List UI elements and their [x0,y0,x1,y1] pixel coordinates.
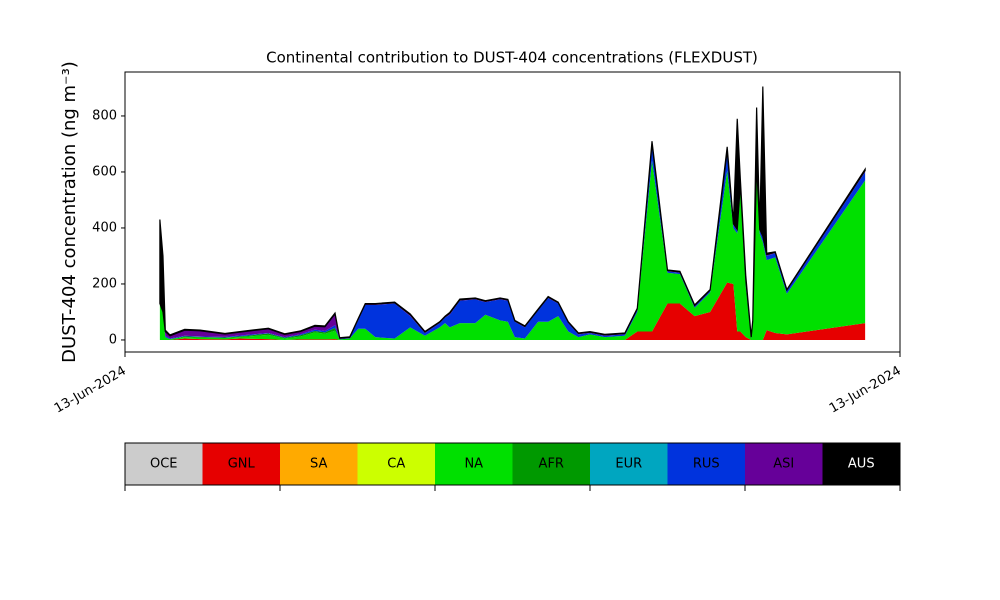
legend-label: AUS [848,457,875,472]
y-tick-label: 800 [92,108,117,123]
legend-label: RUS [693,457,720,472]
legend-label: CA [387,457,405,472]
legend-label: GNL [228,457,256,472]
y-tick-label: 400 [92,220,117,235]
legend-swatch [125,443,203,485]
legend-label: EUR [615,457,642,472]
legend-swatch [667,443,745,485]
x-tick-label: 13-Jun-2024 [827,364,904,417]
area [159,86,866,339]
legend-swatch [512,443,590,485]
y-tick-label: 200 [92,276,117,291]
legend-label: SA [310,457,327,472]
legend-label: ASI [773,457,794,472]
area [159,160,866,340]
legend-swatch [202,443,280,485]
legend-swatch [822,443,900,485]
legend-swatch [280,443,358,485]
legend-label: OCE [150,457,178,472]
legend-label: NA [464,457,483,472]
chart-title: Continental contribution to DUST-404 con… [266,49,758,67]
legend-swatch [357,443,435,485]
y-tick-label: 0 [109,332,117,347]
legend-swatch [590,443,668,485]
y-axis-label: DUST-404 concentration (ng m⁻³) [59,61,80,363]
legend-swatch [745,443,823,485]
plot-frame [124,71,901,353]
legend-frame [124,442,901,486]
legend-swatch [435,443,513,485]
y-tick-label: 600 [92,164,117,179]
area [159,282,866,340]
legend-label: AFR [539,457,564,472]
x-tick-label: 13-Jun-2024 [52,364,129,417]
